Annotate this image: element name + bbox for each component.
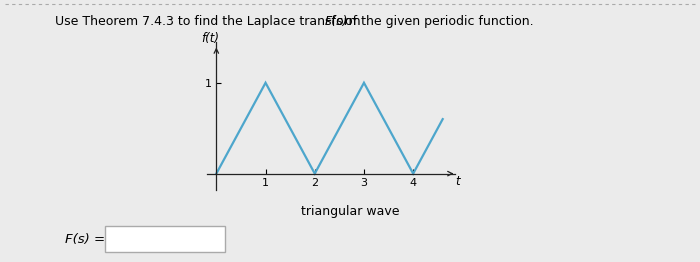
Text: triangular wave: triangular wave (301, 205, 399, 219)
FancyBboxPatch shape (105, 226, 225, 252)
Text: of the given periodic function.: of the given periodic function. (341, 15, 533, 28)
Text: F(s): F(s) (325, 15, 349, 28)
Text: t: t (456, 175, 460, 188)
Text: F(s) =: F(s) = (65, 233, 105, 247)
Text: f(t): f(t) (202, 32, 219, 45)
Text: Use Theorem 7.4.3 to find the Laplace transform: Use Theorem 7.4.3 to find the Laplace tr… (55, 15, 365, 28)
